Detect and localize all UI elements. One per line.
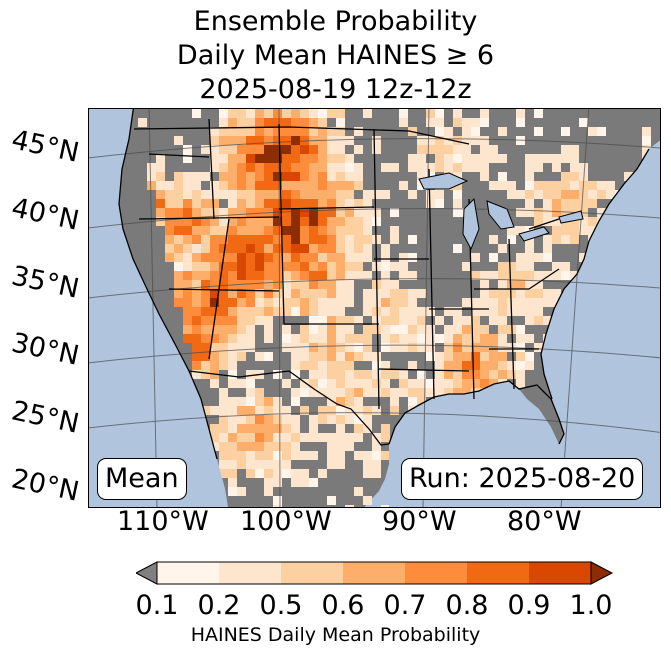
map-panel (88, 108, 661, 508)
colorbar-segment-5 (467, 562, 529, 584)
lat-label-35: 35°N (8, 260, 82, 305)
lon-label-110w: 110°W (117, 506, 209, 537)
lon-label-100w: 100°W (240, 506, 332, 537)
colorbar-segment-4 (405, 562, 467, 584)
title-line-2: Daily Mean HAINES ≥ 6 (176, 40, 495, 71)
colorbar-over-extension (590, 561, 614, 585)
lon-label-90w: 90°W (382, 506, 457, 537)
map-canvas (89, 109, 660, 507)
lat-label-20: 20°N (8, 463, 82, 508)
colorbar-segment-2 (281, 562, 343, 584)
colorbar-tick-3: 0.6 (321, 590, 365, 621)
mean-label: Mean (97, 458, 187, 500)
lat-label-40: 40°N (8, 192, 82, 237)
title-line-1: Ensemble Probability (193, 6, 478, 37)
colorbar-tick-0: 0.1 (135, 590, 179, 621)
lat-label-30: 30°N (8, 327, 82, 372)
run-date-label: Run: 2025-08-20 (401, 458, 644, 500)
lon-label-80w: 80°W (507, 506, 582, 537)
colorbar-tick-2: 0.5 (259, 590, 303, 621)
colorbar-tick-5: 0.8 (445, 590, 489, 621)
title-line-3: 2025-08-19 12z-12z (199, 74, 472, 105)
colorbar-tick-7: 1.0 (569, 590, 613, 621)
colorbar-label: HAINES Daily Mean Probability (190, 624, 481, 646)
colorbar (136, 561, 614, 585)
colorbar-segment-3 (343, 562, 405, 584)
colorbar-segment-0 (157, 562, 219, 584)
colorbar-segment-1 (219, 562, 281, 584)
colorbar-tick-1: 0.2 (197, 590, 241, 621)
lat-label-45: 45°N (8, 124, 82, 169)
colorbar-under-extension (136, 561, 158, 585)
colorbar-segment-6 (529, 562, 591, 584)
colorbar-tick-4: 0.7 (383, 590, 427, 621)
colorbar-tick-6: 0.9 (507, 590, 551, 621)
lat-label-25: 25°N (8, 395, 82, 440)
